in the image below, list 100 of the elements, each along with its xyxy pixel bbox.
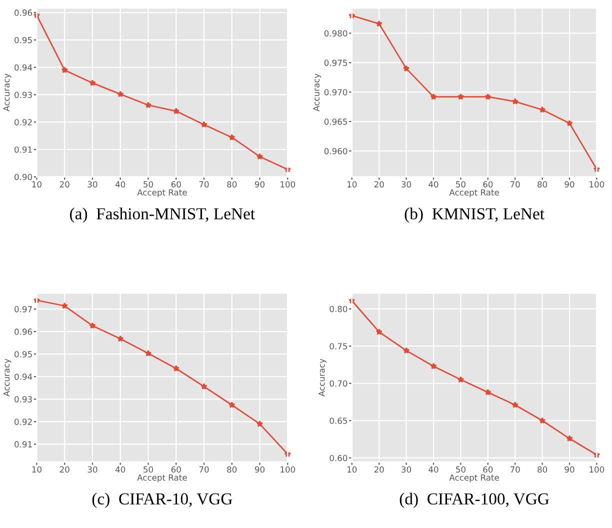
y-tick-label: 0.70	[330, 380, 348, 387]
point	[172, 365, 180, 372]
x-tick-label: 90	[564, 466, 574, 473]
y-tick-label: 0.65	[330, 418, 348, 424]
text: (c) CIFAR-10, VGG	[92, 492, 232, 508]
x-tick-label: 70	[199, 466, 209, 473]
x-tick-label: 80	[538, 466, 548, 473]
x-tick-label: 60	[171, 181, 181, 188]
point	[566, 120, 573, 126]
x-tick-label: 80	[227, 466, 237, 473]
x-tick-label: 20	[60, 181, 70, 188]
y-axis-title: Accuracy	[318, 358, 326, 396]
x-tick-label: 80	[227, 181, 237, 188]
text: (a) Fashion-MNIST, LeNet	[70, 208, 255, 223]
x-tick-label: 30	[402, 466, 412, 473]
y-tick-label: 0.91	[14, 146, 32, 153]
point	[89, 79, 96, 86]
x-tick-label: 90	[254, 181, 265, 188]
y-tick-label: 0.60	[330, 454, 348, 462]
point	[256, 420, 264, 427]
x-tick-label: 60	[483, 466, 493, 473]
y-tick-label: 0.91	[14, 441, 32, 448]
x-axis-title: Accept Rate	[449, 189, 499, 198]
x-tick-label: 10	[32, 181, 42, 188]
x-tick-label: 50	[144, 466, 153, 473]
y-axis-title: Accuracy	[3, 74, 12, 112]
x-tick-label: 90	[254, 466, 265, 473]
point	[538, 106, 546, 113]
y-tick-label: 0.93	[14, 92, 32, 98]
point	[172, 108, 180, 114]
point	[61, 66, 68, 74]
x-tick-label: 10	[32, 466, 42, 473]
x-tick-label: 50	[456, 181, 466, 188]
point	[117, 335, 124, 342]
x-tick-label: 50	[144, 181, 153, 188]
x-tick-label: 40	[115, 181, 126, 188]
y-tick-label: 0.93	[14, 396, 32, 402]
y-tick-label: 0.92	[14, 119, 32, 126]
point	[430, 93, 437, 100]
x-tick-label: 40	[428, 181, 438, 188]
point	[61, 302, 68, 309]
x-tick-label: 100	[590, 181, 604, 188]
x-axis-title: Accept Rate	[449, 474, 499, 482]
x-tick-label: 20	[60, 466, 70, 473]
x-tick-label: 10	[348, 466, 357, 473]
point	[144, 350, 152, 356]
x-tick-label: 10	[348, 181, 357, 188]
point	[512, 402, 518, 408]
point	[512, 98, 518, 104]
point	[228, 134, 236, 140]
x-tick-label: 30	[88, 466, 98, 473]
y-tick-label: 0.94	[14, 374, 32, 380]
x-tick-label: 70	[510, 466, 520, 473]
x-tick-label: 50	[456, 466, 466, 473]
y-tick-label: 0.965	[324, 118, 348, 125]
x-tick-label: 20	[374, 181, 384, 188]
point	[144, 102, 152, 108]
y-tick-label: 0.75	[330, 343, 348, 350]
point	[117, 90, 124, 98]
point	[538, 417, 546, 424]
y-axis-title: Accuracy	[3, 358, 12, 396]
y-tick-label: 0.96	[14, 328, 32, 335]
point	[566, 435, 573, 442]
x-tick-label: 100	[280, 466, 296, 473]
x-tick-label: 30	[88, 181, 98, 188]
point	[484, 93, 492, 100]
text: (b) KMNIST, LeNet	[404, 208, 544, 223]
point	[200, 121, 208, 128]
point	[430, 362, 437, 370]
x-tick-label: 100	[280, 181, 296, 188]
y-tick-label: 0.94	[14, 64, 32, 71]
point	[484, 388, 492, 396]
point	[376, 20, 382, 27]
text: (d) CIFAR-100, VGG	[400, 492, 549, 508]
x-tick-label: 40	[428, 466, 438, 473]
y-tick-label: 0.95	[14, 351, 32, 358]
x-tick-label: 30	[402, 181, 412, 188]
y-tick-label: 0.92	[14, 418, 32, 425]
point	[228, 402, 236, 408]
y-tick-label: 0.980	[324, 30, 348, 37]
x-tick-label: 100	[590, 466, 604, 473]
x-tick-label: 20	[374, 466, 384, 473]
y-tick-label: 0.97	[14, 306, 32, 312]
y-tick-label: 0.90	[14, 174, 32, 180]
x-axis-title: Accept Rate	[137, 189, 187, 198]
y-tick-label: 0.960	[324, 148, 348, 154]
point	[376, 328, 382, 335]
y-tick-label: 0.975	[324, 60, 348, 66]
x-tick-label: 70	[199, 181, 209, 188]
point	[457, 376, 464, 383]
y-tick-label: 0.80	[330, 306, 348, 312]
y-tick-label: 0.96	[14, 10, 32, 16]
y-tick-label: 0.970	[324, 89, 348, 96]
point	[457, 93, 464, 100]
y-tick-label: 0.95	[14, 36, 32, 44]
point	[256, 153, 264, 160]
x-tick-label: 80	[538, 181, 548, 188]
point	[200, 383, 208, 390]
y-axis-title: Accuracy	[313, 74, 322, 112]
point	[402, 347, 410, 354]
